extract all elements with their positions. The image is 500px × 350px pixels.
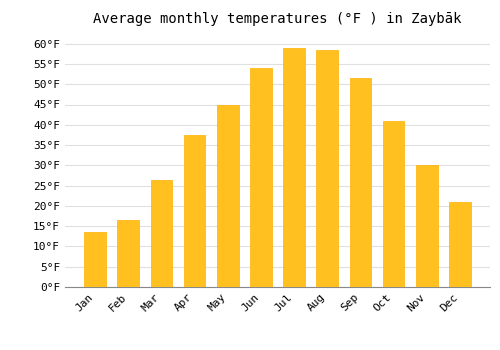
Bar — [84, 232, 106, 287]
Bar — [118, 220, 139, 287]
Bar — [284, 48, 305, 287]
Bar — [217, 105, 238, 287]
Bar — [150, 180, 172, 287]
Bar — [350, 78, 371, 287]
Title: Average monthly temperatures (°F ) in Zaybāk: Average monthly temperatures (°F ) in Za… — [93, 12, 462, 26]
Bar — [316, 50, 338, 287]
Bar — [383, 121, 404, 287]
Bar — [416, 165, 438, 287]
Bar — [184, 135, 206, 287]
Bar — [250, 68, 272, 287]
Bar — [449, 202, 470, 287]
